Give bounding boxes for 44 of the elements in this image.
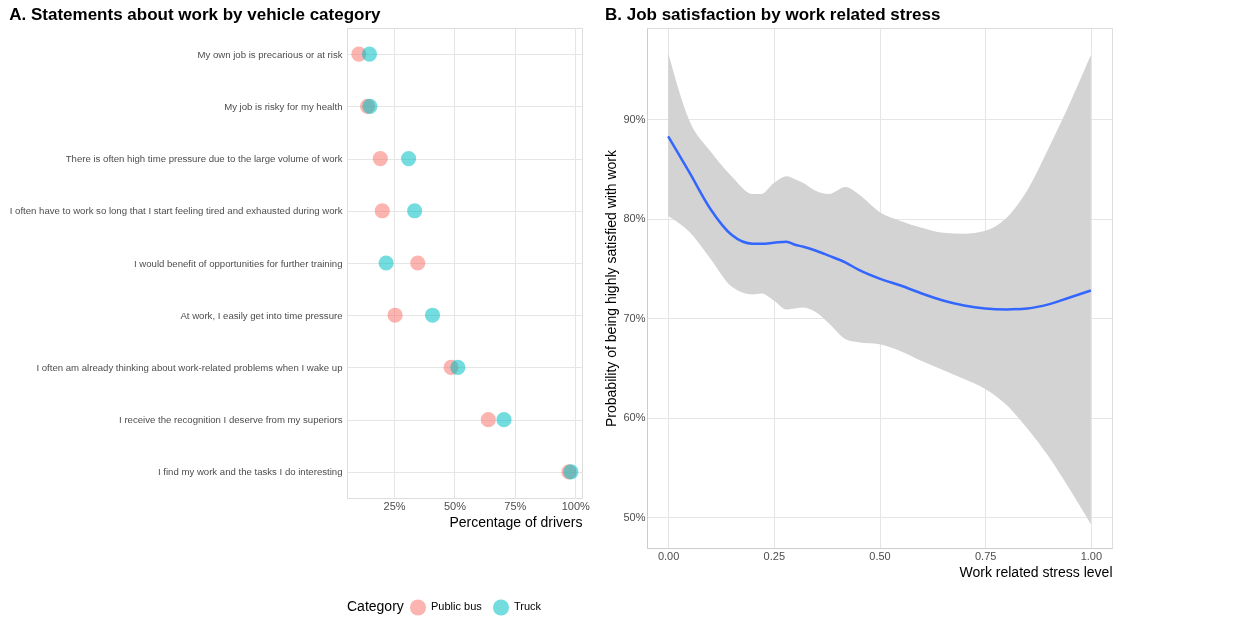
x-tick-label: 25% <box>383 499 406 512</box>
y-tick-label: I often am already thinking about work-related problems when I wake up <box>36 361 343 373</box>
x-tick-label: 1.00 <box>1080 549 1103 562</box>
y-tick-label: 60% <box>623 411 646 424</box>
point <box>387 307 403 323</box>
point <box>410 255 426 271</box>
point <box>450 359 466 376</box>
y-tick-label: There is often high time pressure due to the large volume of work <box>65 153 343 165</box>
point <box>372 150 388 167</box>
x-tick-label: 50% <box>443 499 467 512</box>
y-tick-label: 50% <box>623 510 646 523</box>
point <box>496 412 512 428</box>
y-tick-label: At work, I easily get into time pressure <box>180 309 343 321</box>
x-tick-label: 75% <box>504 499 527 512</box>
y-tick-label: 70% <box>623 311 646 324</box>
x-tick-label: 0.75 <box>974 549 997 562</box>
point <box>407 203 423 219</box>
legend-label: Public bus <box>431 600 483 613</box>
point <box>361 46 378 62</box>
x-tick-label: 0.00 <box>657 549 680 562</box>
point <box>374 203 390 219</box>
point <box>378 255 394 271</box>
line-series <box>666 135 1093 311</box>
legend-label: Truck <box>514 600 542 613</box>
x-axis-title: Percentage of drivers <box>449 513 583 530</box>
x-tick-label: 0.50 <box>869 549 891 562</box>
y-tick-label: I find my work and the tasks I do interesting <box>157 466 343 478</box>
y-tick-label: My job is risky for my health <box>224 100 343 112</box>
point <box>424 307 441 323</box>
point <box>480 412 496 428</box>
y-axis-title: Probability of being highly satisfied with work <box>603 148 620 428</box>
y-tick-label: 90% <box>623 112 646 125</box>
y-tick-label: My own job is precarious or at risk <box>197 48 343 60</box>
chart-title: B. Job satisfaction by work related stress <box>604 5 941 24</box>
x-tick-label: 0.25 <box>763 549 786 562</box>
y-tick-label: I receive the recognition I deserve from my superiors <box>119 414 343 426</box>
y-tick-label: I often have to work so long that I start feeling tired and exhausted during work <box>9 205 343 217</box>
point <box>401 150 417 167</box>
text: A. Statements about work by vehicle category <box>9 5 382 24</box>
legend-title: Category <box>347 598 404 614</box>
x-axis-title: Work related stress level <box>959 563 1113 580</box>
x-tick-label: 100% <box>561 499 591 512</box>
y-tick-label: 80% <box>623 212 646 225</box>
y-tick-label: I would benefit of opportunities for further training <box>133 257 343 269</box>
